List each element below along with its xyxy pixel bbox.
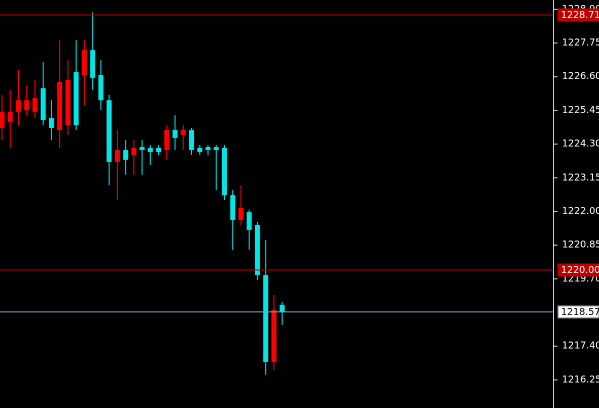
- y-tick-label: 1225.45: [562, 105, 599, 116]
- candle-body: [180, 130, 186, 136]
- level-label: 1218.57: [561, 307, 599, 318]
- level-label-box: [557, 8, 599, 22]
- y-tick-label: 1227.75: [562, 38, 599, 49]
- candle-body: [197, 147, 203, 153]
- candle-body: [271, 309, 277, 363]
- candle-body: [7, 111, 13, 123]
- candle-body: [172, 130, 178, 138]
- candle-body: [73, 72, 79, 126]
- y-tick-label: 1217.40: [562, 341, 599, 352]
- y-tick-label: 1220.85: [562, 240, 599, 251]
- candle-body: [238, 207, 244, 220]
- candle-body: [213, 147, 219, 150]
- candle-body: [40, 88, 46, 121]
- candle-body: [221, 147, 227, 196]
- candle-body: [114, 149, 120, 162]
- candle-body: [279, 304, 285, 312]
- candle-body: [65, 79, 71, 126]
- candle-body: [123, 149, 129, 160]
- level-label: 1228.71: [561, 10, 599, 21]
- candle-body: [24, 100, 30, 111]
- candle-body: [254, 224, 260, 276]
- candle-body: [205, 147, 211, 150]
- candle-body: [48, 118, 54, 128]
- y-tick-label: 1226.60: [562, 71, 599, 82]
- y-tick-label: 1219.70: [562, 273, 599, 284]
- level-label-box: [557, 305, 599, 319]
- candle-body: [147, 147, 153, 153]
- y-tick-label: 1222.00: [562, 206, 599, 217]
- candle-body: [246, 212, 252, 230]
- y-tick-label: 1224.30: [562, 139, 599, 150]
- candle-body: [164, 130, 170, 150]
- candle-body: [90, 50, 96, 78]
- candle-body: [230, 195, 236, 220]
- candle-body: [0, 111, 5, 128]
- candle-body: [131, 147, 137, 155]
- candle-body: [139, 147, 145, 150]
- candle-body: [57, 82, 63, 131]
- candle-body: [106, 100, 112, 162]
- candle-body: [32, 98, 38, 112]
- candle-body: [156, 147, 162, 153]
- candle-body: [189, 130, 195, 150]
- candle-body: [98, 74, 104, 101]
- level-label-box: [557, 263, 599, 277]
- candle-body: [81, 50, 87, 75]
- candle-body: [263, 275, 269, 363]
- y-tick-label: 1223.15: [562, 172, 599, 183]
- candle-body: [15, 100, 21, 112]
- level-label: 1220.00: [561, 265, 599, 276]
- y-tick-label: 1216.25: [562, 374, 599, 385]
